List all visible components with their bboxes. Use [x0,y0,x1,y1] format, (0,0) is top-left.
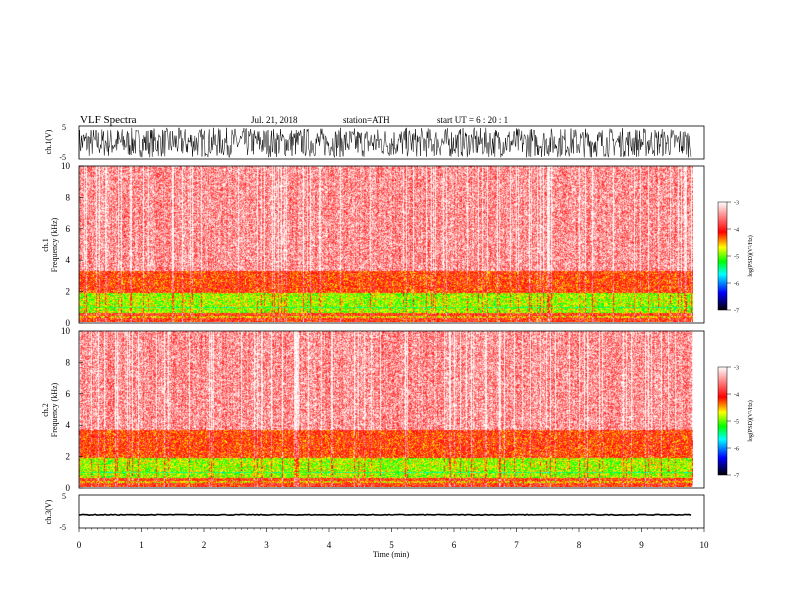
ch1-ytick-label: 8 [66,192,71,202]
x-tick-label: 9 [639,540,644,550]
colorbar-tick-label: -3 [734,201,739,207]
ch2-spectrogram-panel: 0 2 4 6 8 10 ch.2 Frequency (kHz) [41,326,705,493]
ch2-spectrogram-ylabel: Frequency (kHz) [50,382,59,437]
ch2-spectrogram-ylabel-channel: ch.2 [41,403,50,417]
ch3-ytick-top: 5 [62,492,66,501]
date-label: Jul. 21, 2018 [251,115,298,125]
ch1-spectrogram-frame [78,165,705,324]
x-tick-label: 7 [514,540,519,550]
ch1-spectrogram-ylabel-channel: ch.1 [41,238,50,252]
ch3-waveform-panel: 5 -5 ch.3(V) [44,492,705,532]
ch1-ytick-top: 5 [62,123,66,132]
ch1-waveform-frame [78,125,705,160]
ch2-colorbar-label: log(PSD)(V²/Hz) [747,400,754,441]
start-time-label: start UT = 6 : 20 : 1 [437,115,508,125]
ch3-ytick-bottom: -5 [59,523,66,532]
colorbar-tick-label: -7 [734,309,739,315]
ch1-spectrogram-panel: 0 2 4 6 8 10 ch.1 Frequency (kHz) [41,161,705,328]
ch1-ytick-bottom: -5 [59,153,66,162]
colorbar-tick-label: -6 [734,447,739,453]
x-tick-label: 2 [202,540,207,550]
colorbar-tick-label: -6 [734,282,739,288]
ch1-ytick-label: 0 [66,318,71,328]
colorbar-tick-label: -5 [734,255,739,261]
ch1-colorbar-label: log(PSD)(V²/Hz) [747,235,754,276]
ch2-colorbar: -3 -4 -5 -6 -7 log(PSD)(V²/Hz) [717,366,754,480]
x-tick-label: 6 [452,540,457,550]
x-tick-label: 1 [139,540,144,550]
ch2-colorbar-gradient [717,366,728,476]
ch3-waveform-trace [78,513,692,517]
ch1-ytick-label: 6 [66,224,71,234]
time-axis: 0 1 2 3 4 5 6 7 8 9 10 [77,528,709,550]
ch1-spectrogram-image [79,166,693,322]
ch2-ytick-label: 6 [66,389,71,399]
colorbar-tick-label: -4 [734,228,739,234]
ch2-ytick-label: 10 [61,326,71,336]
time-axis-label: Time (min) [373,550,410,559]
ch1-ytick-label: 4 [66,255,71,265]
colorbar-tick-label: -4 [734,393,739,399]
ch2-ytick-label: 4 [66,420,71,430]
figure-title: VLF Spectra [80,114,137,126]
ch3-waveform-ylabel: ch.3(V) [44,499,53,524]
ch1-waveform-trace [78,127,692,159]
ch1-waveform-ylabel: ch.1(V) [44,129,53,154]
x-tick-label: 4 [327,540,332,550]
x-tick-label: 10 [700,540,710,550]
x-tick-label: 0 [77,540,82,550]
colorbar-tick-label: -5 [734,420,739,426]
ch3-waveform-frame [78,494,705,529]
ch2-ytick-label: 0 [66,483,71,493]
ch1-ytick-label: 2 [66,287,71,297]
x-tick-label: 8 [577,540,582,550]
ch1-waveform-panel: 5 -5 ch.1(V) [44,123,705,162]
ch2-ytick-label: 8 [66,357,71,367]
ch1-ytick-label: 10 [61,161,71,171]
ch2-spectrogram-image [79,331,693,487]
colorbar-tick-label: -7 [734,474,739,480]
station-label: station=ATH [343,115,390,125]
colorbar-tick-label: -3 [734,366,739,372]
ch1-spectrogram-ylabel: Frequency (kHz) [50,217,59,272]
ch2-spectrogram-frame [78,330,705,489]
x-tick-label: 5 [389,540,394,550]
ch2-ytick-label: 2 [66,452,71,462]
ch1-colorbar-gradient [717,201,728,311]
ch1-colorbar: -3 -4 -5 -6 -7 log(PSD)(V²/Hz) [717,201,754,315]
x-tick-label: 3 [264,540,269,550]
